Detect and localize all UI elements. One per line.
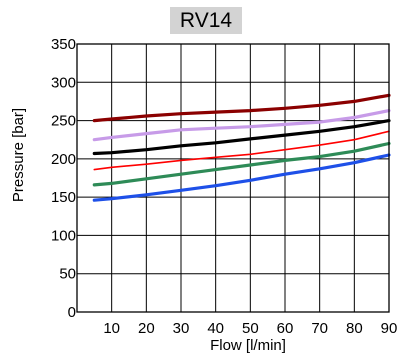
series-line-1	[92, 93, 391, 123]
y-tick-label: 350	[51, 36, 76, 53]
x-tick-label: 70	[311, 320, 328, 337]
y-axis-label: Pressure [bar]	[10, 108, 27, 202]
y-tick-label: 250	[51, 113, 76, 130]
x-tick-label: 30	[173, 320, 190, 337]
x-tick-label: 50	[242, 320, 259, 337]
y-tick-label: 100	[51, 227, 76, 244]
plot-frame	[76, 43, 390, 313]
chart-title: RV14	[170, 7, 242, 34]
series-line-2	[92, 108, 391, 142]
x-tick-label: 60	[277, 320, 294, 337]
y-tick-labels: 0 50 100 150 200 250 300 350	[51, 36, 76, 321]
x-axis-label: Flow [l/min]	[210, 337, 286, 354]
x-tick-label: 80	[346, 320, 363, 337]
y-tick-label: 300	[51, 74, 76, 91]
series-line-4	[93, 130, 390, 171]
y-tick-label: 50	[59, 266, 76, 283]
series-line-6	[92, 153, 391, 202]
series-line-5	[92, 141, 391, 187]
x-tick-label: 10	[103, 320, 120, 337]
x-tick-label: 20	[138, 320, 155, 337]
x-tick-labels: 10 20 30 40 50 60 70 80 90	[103, 320, 397, 337]
series-line-3	[92, 118, 391, 156]
grid	[77, 43, 390, 313]
x-tick-label: 40	[207, 320, 224, 337]
plot-border	[76, 43, 390, 313]
y-tick-label: 200	[51, 151, 76, 168]
x-tick-label: 90	[381, 320, 398, 337]
y-tick-label: 150	[51, 189, 76, 206]
series-group	[92, 93, 391, 202]
y-tick-label: 0	[68, 304, 76, 321]
